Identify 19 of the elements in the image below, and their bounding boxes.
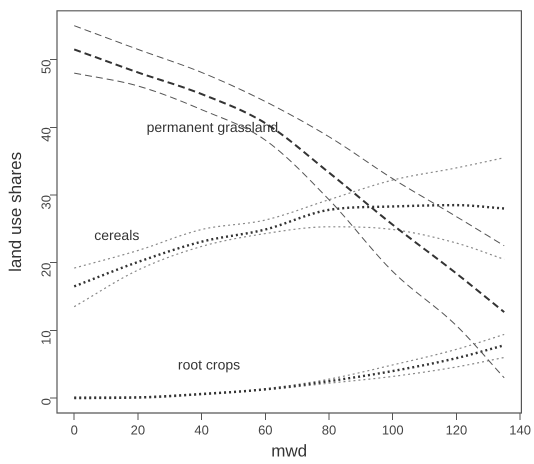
y-axis-title: land use shares <box>6 152 25 272</box>
x-axis-title: mwd <box>271 441 308 460</box>
x-tick-label: 140 <box>509 422 531 438</box>
x-tick-label: 20 <box>130 422 146 438</box>
x-tick-label: 100 <box>382 422 404 438</box>
x-tick-label: 120 <box>446 422 468 438</box>
y-tick-label: 50 <box>38 60 54 74</box>
series-label: cereals <box>94 227 140 244</box>
y-tick-label: 30 <box>38 194 54 210</box>
x-tick-label: 60 <box>258 422 273 438</box>
series-label: permanent grassland <box>146 118 278 135</box>
y-tick-label: 20 <box>38 262 54 278</box>
y-tick-label: 10 <box>38 330 54 345</box>
y-tick-label: 0 <box>38 398 54 406</box>
x-tick-label: 80 <box>322 422 336 438</box>
y-tick-label: 40 <box>38 127 54 142</box>
series-label: root crops <box>178 356 240 372</box>
x-tick-label: 40 <box>194 422 209 438</box>
x-tick-label: 0 <box>70 422 78 438</box>
